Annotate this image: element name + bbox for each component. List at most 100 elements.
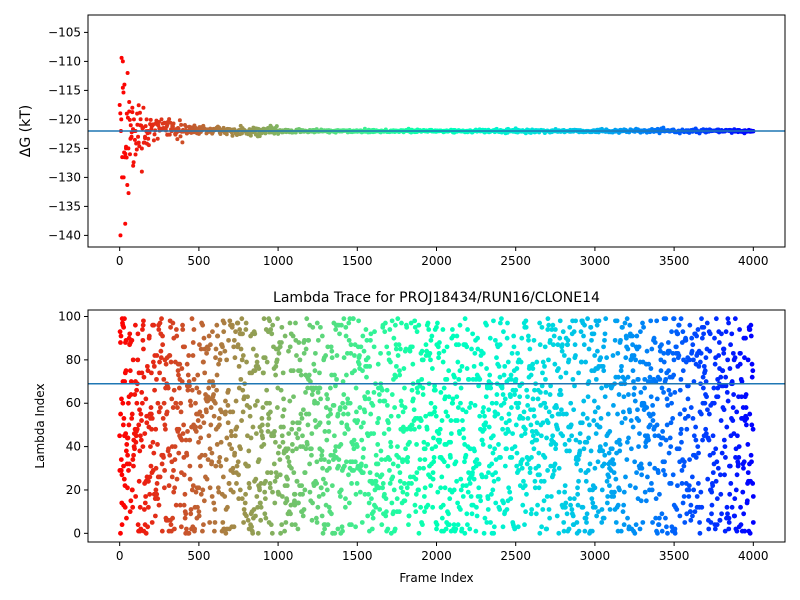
lambda-point <box>450 327 455 332</box>
lambda-point <box>173 327 179 332</box>
lambda-point <box>252 331 258 337</box>
lambda-point <box>445 413 451 419</box>
lambda-point <box>335 411 341 417</box>
lambda-point <box>632 530 638 536</box>
lambda-point <box>545 420 551 426</box>
delta-g-point <box>133 152 138 157</box>
lambda-point <box>689 348 695 354</box>
lambda-point <box>691 487 697 493</box>
lambda-point <box>588 448 594 454</box>
lambda-point <box>183 511 189 517</box>
lambda-point <box>264 359 270 365</box>
lambda-point <box>546 409 552 415</box>
lambda-point <box>400 409 406 415</box>
lambda-point <box>527 346 533 352</box>
lambda-point <box>179 437 185 443</box>
lambda-point <box>617 442 623 447</box>
lambda-point <box>402 405 408 410</box>
lambda-point <box>125 452 130 458</box>
lambda-point <box>441 385 447 391</box>
lambda-point <box>190 483 196 489</box>
lambda-point <box>458 507 463 512</box>
lambda-point <box>491 478 497 484</box>
lambda-point <box>220 520 226 525</box>
lambda-point <box>538 389 543 395</box>
lambda-point <box>690 342 696 348</box>
lambda-point <box>286 431 292 436</box>
lambda-point <box>595 405 601 410</box>
delta-g-point <box>168 120 173 125</box>
lambda-point <box>258 500 263 506</box>
lambda-point <box>196 513 202 519</box>
lambda-point <box>521 478 526 484</box>
lambda-point <box>727 491 733 497</box>
lambda-point <box>441 459 447 465</box>
lambda-point <box>731 392 737 397</box>
lambda-point <box>319 333 325 339</box>
lambda-point <box>206 333 212 339</box>
lambda-point <box>520 502 526 508</box>
lambda-point <box>703 426 709 432</box>
lambda-point <box>519 465 525 471</box>
lambda-point <box>653 496 659 502</box>
lambda-point <box>230 489 236 495</box>
lambda-point <box>217 350 223 356</box>
lambda-point <box>646 437 651 443</box>
lambda-point <box>283 520 289 525</box>
lambda-point <box>202 370 208 376</box>
lambda-point <box>638 389 644 395</box>
lambda-point <box>553 442 559 447</box>
lambda-point <box>370 515 376 521</box>
lambda-point <box>406 513 412 519</box>
lambda-point <box>217 357 223 363</box>
lambda-point <box>648 318 654 324</box>
lambda-point <box>516 468 521 473</box>
lambda-point <box>556 489 562 495</box>
lambda-point <box>249 524 254 530</box>
lambda-point <box>595 459 601 465</box>
lambda-point <box>501 500 506 506</box>
lambda-point <box>180 431 186 436</box>
lambda-point <box>625 346 631 352</box>
lambda-point <box>279 324 285 330</box>
lambda-point <box>535 502 540 508</box>
lambda-point <box>702 368 708 374</box>
lambda-point <box>607 507 613 512</box>
lambda-point <box>276 350 282 356</box>
lambda-point <box>500 426 506 432</box>
lambda-point <box>208 342 213 348</box>
y-tick-label: −140 <box>48 228 81 242</box>
lambda-point <box>663 376 669 382</box>
lambda-point <box>154 481 160 486</box>
lambda-point <box>497 342 503 348</box>
lambda-point <box>543 389 549 395</box>
lambda-point <box>507 489 513 495</box>
lambda-point <box>123 448 129 454</box>
lambda-point <box>285 476 290 482</box>
lambda-point <box>197 424 203 430</box>
lambda-point <box>121 463 126 469</box>
lambda-point <box>522 426 528 432</box>
lambda-point <box>719 450 725 456</box>
lambda-point <box>312 350 318 356</box>
lambda-point <box>300 407 306 413</box>
lambda-point <box>456 376 462 382</box>
lambda-point <box>289 442 295 447</box>
delta-g-point <box>139 146 144 151</box>
lambda-point <box>627 483 633 489</box>
lambda-point <box>275 450 281 456</box>
lambda-point <box>554 405 560 410</box>
lambda-point <box>158 405 163 410</box>
lambda-point <box>190 353 196 358</box>
lambda-point <box>337 405 343 410</box>
lambda-point <box>429 333 435 339</box>
lambda-point <box>643 444 648 449</box>
lambda-point <box>206 385 212 391</box>
lambda-point <box>567 496 573 502</box>
lambda-point <box>407 439 412 445</box>
lambda-point <box>706 437 712 443</box>
delta-g-point <box>156 120 161 125</box>
lambda-point <box>408 320 414 326</box>
lambda-point <box>259 422 265 428</box>
